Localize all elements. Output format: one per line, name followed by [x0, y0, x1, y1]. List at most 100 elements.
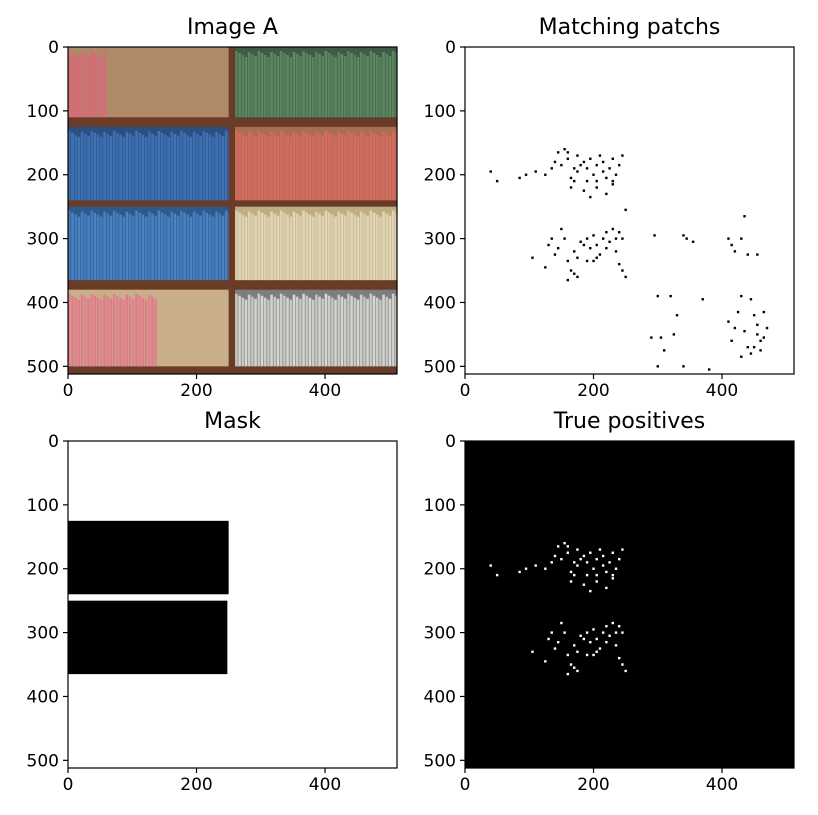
book-spine — [270, 294, 273, 367]
true-positives-point — [608, 561, 611, 564]
matching-patches-point — [621, 237, 624, 240]
book-spine — [119, 297, 122, 367]
mask-ytick-label: 100 — [27, 496, 59, 516]
book-spine — [267, 136, 270, 201]
book-spine — [71, 295, 74, 367]
book-spine — [196, 213, 199, 281]
book-spine — [103, 52, 106, 118]
true-positives-ytick-label: 400 — [424, 687, 456, 707]
matching-patches-point — [605, 231, 608, 234]
book-spine — [347, 210, 350, 281]
book-spine — [260, 212, 264, 281]
book-spine — [128, 296, 132, 367]
book-spine — [270, 52, 273, 118]
book-spine — [366, 56, 369, 118]
true-positives-point — [569, 663, 573, 666]
matching-patches-point — [756, 253, 759, 256]
book-spine — [144, 216, 148, 281]
true-positives-ytick-label: 200 — [424, 560, 456, 580]
book-spine — [93, 212, 97, 281]
book-spine — [68, 130, 71, 201]
book-spine — [286, 214, 289, 281]
book-spine — [267, 57, 270, 118]
true-positives-point — [605, 640, 608, 644]
matching-patches-point — [595, 179, 598, 183]
matching-patches-point — [576, 275, 579, 279]
matching-patches-ytick-label: 300 — [424, 230, 456, 250]
true-positives-point — [614, 567, 618, 570]
book-spine — [292, 131, 296, 201]
book-spine — [189, 216, 193, 281]
image-a-xtick-label: 0 — [63, 381, 74, 401]
mask-ytick-label: 300 — [27, 624, 59, 644]
true-positives-point — [601, 564, 605, 567]
true-positives-point — [618, 656, 621, 660]
book-spine — [141, 214, 145, 281]
book-spine — [334, 299, 337, 367]
true-positives-point — [576, 564, 579, 567]
matching-patches-point — [611, 157, 614, 160]
book-spine — [260, 53, 264, 118]
book-spine — [87, 56, 90, 118]
true-positives-point — [598, 647, 602, 650]
book-spine — [324, 51, 328, 118]
book-spine — [343, 135, 347, 201]
matching-patches-point — [573, 272, 576, 275]
matching-patches-point — [624, 208, 627, 212]
book-spine — [254, 135, 257, 201]
matching-patches-point — [691, 240, 695, 243]
book-spine — [112, 130, 116, 201]
image-a-axes-frame — [67, 46, 398, 375]
true-positives-point — [595, 650, 598, 653]
book-spine — [247, 131, 251, 201]
book-spine — [372, 53, 376, 118]
book-spine — [385, 213, 389, 281]
book-spine — [125, 131, 129, 201]
book-spine — [68, 51, 71, 118]
true-positives-point — [553, 554, 557, 558]
book-spine — [148, 131, 151, 201]
book-spine — [151, 133, 154, 201]
book-spine — [302, 130, 305, 201]
book-spine — [318, 296, 321, 367]
true-positives-point — [576, 669, 579, 673]
book-spine — [68, 293, 71, 367]
matching-patches-point — [656, 294, 659, 298]
book-spine — [324, 130, 328, 201]
book-spine — [202, 130, 205, 201]
book-spine — [334, 136, 337, 201]
matching-patches-point — [656, 365, 659, 368]
book-spine — [366, 298, 369, 367]
book-spine — [356, 136, 360, 201]
matching-patches-point — [624, 275, 627, 279]
book-spine — [388, 135, 392, 201]
book-spine — [235, 130, 238, 201]
book-spine — [196, 133, 199, 201]
true-positives-point — [611, 551, 614, 554]
matching-patches-point — [618, 163, 621, 167]
book-spine — [334, 216, 337, 281]
book-spine — [350, 132, 353, 201]
true-positives-point — [598, 548, 602, 551]
true-positives-point — [582, 583, 586, 586]
book-spine — [244, 136, 248, 201]
matching-patches-point — [560, 227, 563, 231]
book-spine — [347, 130, 350, 201]
matching-patches-point — [601, 160, 605, 164]
matching-patches-point — [730, 243, 733, 247]
matching-patches-point — [556, 151, 560, 154]
book-spine — [305, 212, 309, 281]
mask-content — [68, 441, 397, 768]
book-spine — [375, 55, 379, 118]
matching-patches-point — [733, 326, 737, 330]
matching-patches-content — [465, 47, 794, 374]
matching-patches-point — [765, 326, 769, 330]
matching-patches-point — [759, 339, 762, 342]
book-spine — [295, 54, 299, 118]
book-spine — [350, 295, 353, 367]
matching-patches-point — [752, 314, 756, 317]
book-spine — [375, 214, 379, 281]
matching-patches-point — [749, 352, 753, 355]
book-spine — [356, 57, 360, 118]
